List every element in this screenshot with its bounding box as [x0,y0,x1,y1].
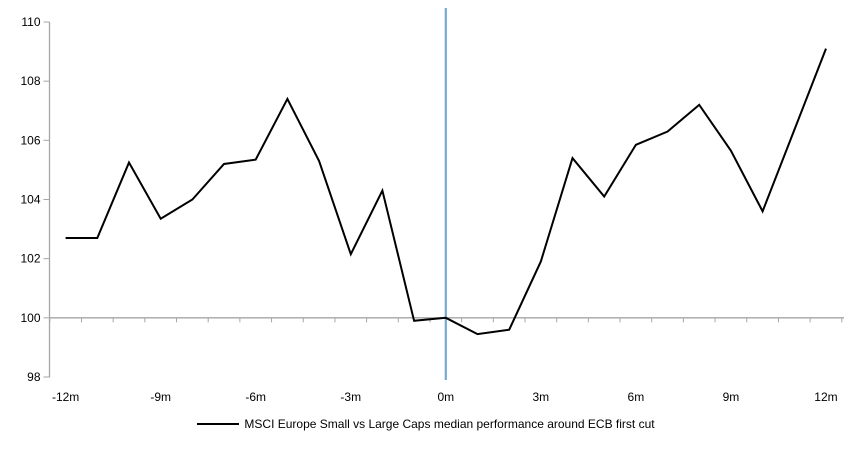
y-axis-tick-label: 104 [20,193,40,207]
x-axis-tick-label: 9m [723,390,740,404]
x-axis-tick-label: 12m [814,390,837,404]
x-axis-tick-label: -12m [52,390,79,404]
legend-line-swatch [197,423,240,425]
y-axis-tick-label: 106 [20,133,40,147]
x-axis-tick-label: -3m [340,390,361,404]
y-axis-tick-label: 98 [27,370,41,384]
x-axis-tick-label: -9m [150,390,171,404]
legend: MSCI Europe Small vs Large Caps median p… [0,415,852,433]
x-axis-tick-label: 6m [628,390,645,404]
x-axis-tick-label: 3m [533,390,550,404]
legend-label: MSCI Europe Small vs Large Caps median p… [244,417,655,431]
y-axis-tick-label: 108 [20,74,40,88]
series-line [65,48,827,336]
x-axis-tick-label: -6m [245,390,266,404]
y-axis-tick-label: 102 [20,252,40,266]
x-axis-tick-label: 0m [437,390,454,404]
y-axis-tick-label: 100 [20,311,40,325]
y-axis-tick-label: 110 [21,15,40,29]
